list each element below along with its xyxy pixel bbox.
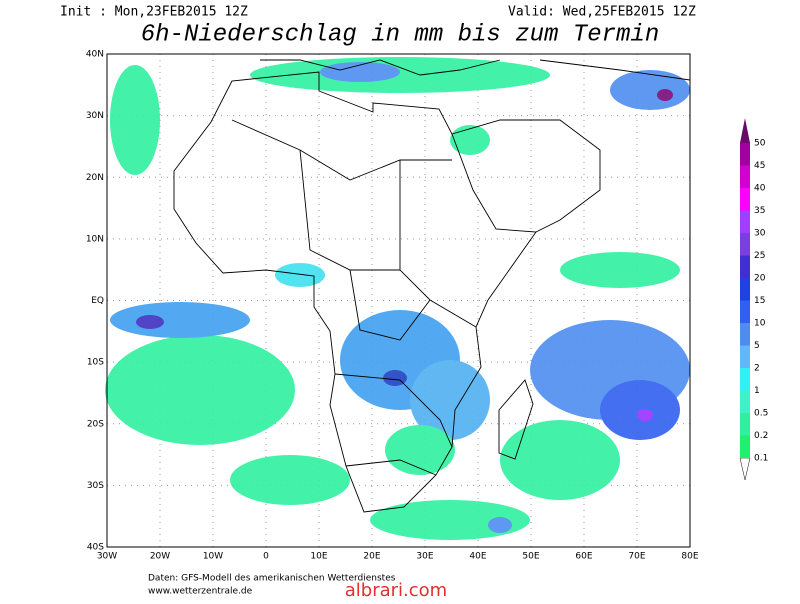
colorbar-segment [740, 255, 750, 278]
lat-label: 20N [86, 173, 104, 183]
lon-label: 70E [628, 552, 645, 562]
colorbar-label: 35 [754, 206, 765, 216]
lon-label: 80E [681, 552, 698, 562]
colorbar-segment [740, 368, 750, 391]
arabia [451, 59, 691, 233]
colorbar-label: 45 [754, 161, 765, 171]
lat-label: 10N [86, 234, 104, 244]
watermark: albrari.com [345, 580, 447, 600]
lon-label: 40E [469, 552, 486, 562]
colorbar-label: 5 [754, 341, 760, 351]
colorbar: 50 45 40 35 30 25 20 15 10 5 2 1 0.5 0.2 0.1 [739, 118, 768, 481]
colorbar-label: 30 [754, 229, 766, 239]
colorbar-segment [740, 210, 750, 233]
map: 40N 30N 20N 10N EQ 10S 20S 30S 40S 30W 20W 10W 0 10E… [86, 50, 699, 562]
colorbar-segment [740, 233, 750, 256]
colorbar-segment [740, 188, 750, 211]
colorbar-segment [740, 300, 750, 323]
data-source: Daten: GFS-Modell des amerikanischen Wet… [148, 574, 396, 584]
lat-label: 10S [87, 358, 104, 368]
colorbar-label: 40 [754, 184, 766, 194]
valid-time: Valid: Wed,25FEB2015 12Z [508, 5, 696, 20]
lat-label: 30N [86, 111, 104, 121]
lon-label: 0 [263, 552, 269, 562]
lon-label: 20E [363, 552, 380, 562]
colorbar-segment [740, 143, 750, 166]
colorbar-label: 0.5 [754, 409, 768, 419]
lat-label: 30S [87, 481, 104, 491]
colorbar-label: 50 [754, 139, 766, 149]
colorbar-label: 0.1 [754, 454, 768, 464]
lon-label: 10W [203, 552, 223, 562]
website: www.wetterzentrale.de [148, 587, 253, 597]
longitude-labels: 30W 20W 10W 0 10E 20E 30E 40E 50E 60E 70E 80E [97, 552, 699, 562]
map-title: 6h-Niederschlag in mm bis zum Termin [141, 21, 659, 48]
lon-label: 30E [416, 552, 433, 562]
colorbar-label: 10 [754, 319, 766, 329]
lat-label: 20S [87, 419, 104, 429]
lon-label: 30W [97, 552, 117, 562]
borders [231, 119, 477, 476]
lon-label: 60E [575, 552, 592, 562]
colorbar-segment [740, 278, 750, 301]
madagascar [498, 379, 534, 460]
colorbar-label: 2 [754, 364, 760, 374]
lon-label: 10E [310, 552, 327, 562]
map-frame [106, 53, 691, 548]
colorbar-label: 1 [754, 386, 760, 396]
colorbar-segment [740, 345, 750, 368]
europe [260, 59, 501, 76]
colorbar-segment [740, 165, 750, 188]
colorbar-label: 25 [754, 251, 765, 261]
colorbar-segment [740, 413, 750, 436]
precipitation [105, 57, 690, 540]
colorbar-label: 0.2 [754, 431, 768, 441]
lon-label: 50E [522, 552, 539, 562]
colorbar-label: 20 [754, 274, 766, 284]
colorbar-label: 15 [754, 296, 765, 306]
latitude-labels: 40N 30N 20N 10N EQ 10S 20S 30S 40S [86, 50, 104, 553]
lon-label: 20W [150, 552, 170, 562]
lat-label: 40N [86, 50, 104, 60]
colorbar-segment [740, 323, 750, 346]
grid [107, 54, 690, 547]
colorbar-segment [740, 435, 750, 458]
colorbar-cap [740, 118, 750, 143]
colorbar-segment [740, 390, 750, 413]
lat-label: EQ [91, 296, 104, 306]
lat-label: 40S [87, 543, 104, 553]
init-time: Init : Mon,23FEB2015 12Z [60, 5, 248, 20]
